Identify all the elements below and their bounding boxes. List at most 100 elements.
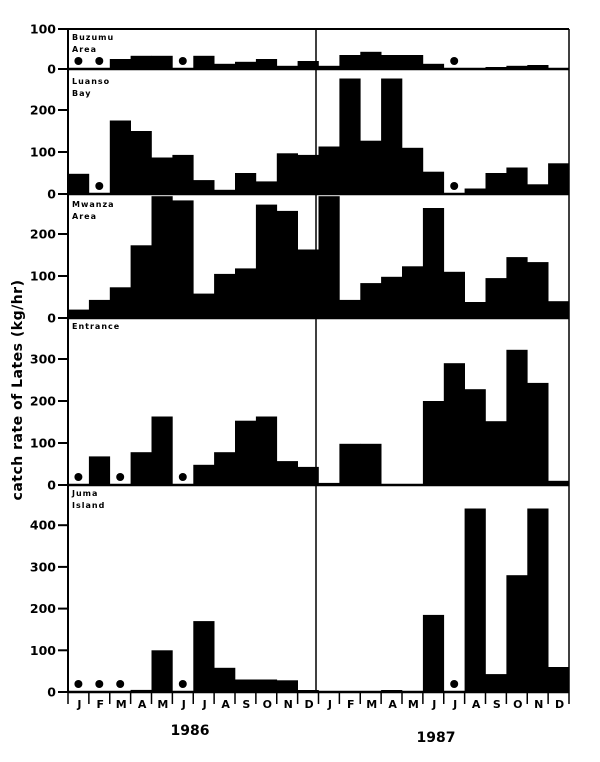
missing-data-asterisk bbox=[95, 680, 104, 688]
bar bbox=[276, 210, 298, 318]
x-tick-label: F bbox=[97, 698, 105, 711]
bar bbox=[339, 78, 361, 194]
y-tick-label: 300 bbox=[30, 559, 56, 574]
bar bbox=[255, 204, 278, 318]
bar bbox=[527, 382, 549, 485]
bar bbox=[339, 443, 361, 485]
y-tick-label: 200 bbox=[30, 601, 56, 616]
bar bbox=[464, 508, 486, 692]
bar bbox=[422, 63, 445, 69]
bar bbox=[297, 249, 319, 318]
bar bbox=[276, 680, 298, 692]
y-tick-label: 100 bbox=[30, 436, 56, 451]
x-tick-label: J bbox=[431, 698, 436, 711]
bar bbox=[527, 65, 549, 69]
bar bbox=[88, 299, 111, 318]
bar bbox=[485, 674, 507, 692]
bar bbox=[318, 65, 340, 69]
x-tick-label: S bbox=[242, 698, 250, 711]
bar bbox=[109, 287, 131, 318]
y-tick-label: 200 bbox=[30, 394, 56, 409]
x-tick-label: F bbox=[347, 698, 355, 711]
y-axis-label-text: catch rate of Lates (kg/hr) bbox=[10, 279, 26, 501]
y-tick-label: 0 bbox=[47, 62, 56, 77]
x-tick-label: D bbox=[555, 698, 564, 711]
bar bbox=[214, 273, 236, 318]
missing-data-asterisk bbox=[178, 680, 187, 688]
bar bbox=[422, 401, 445, 485]
missing-data-asterisk bbox=[178, 57, 187, 65]
bar bbox=[130, 452, 152, 485]
bar bbox=[255, 181, 278, 194]
bar bbox=[193, 55, 215, 69]
year-label-1987: 1987 bbox=[417, 730, 456, 746]
x-tick-label: M bbox=[116, 698, 127, 711]
panel-label: Area bbox=[72, 212, 97, 221]
bar bbox=[548, 301, 570, 318]
bar bbox=[381, 78, 403, 194]
bar bbox=[297, 466, 319, 485]
x-tick-label: S bbox=[493, 698, 501, 711]
bar bbox=[506, 349, 528, 485]
missing-data-asterisk bbox=[450, 57, 459, 65]
y-tick-label: 0 bbox=[47, 685, 56, 700]
bar bbox=[464, 389, 486, 485]
x-tick-label: A bbox=[221, 698, 230, 711]
bar bbox=[193, 464, 215, 485]
y-tick-label: 0 bbox=[47, 478, 56, 493]
bar bbox=[235, 268, 257, 318]
panel-label: Buzumu bbox=[72, 33, 114, 42]
bar bbox=[235, 420, 257, 485]
missing-data-asterisk bbox=[450, 680, 459, 688]
bar bbox=[297, 61, 319, 69]
bar bbox=[506, 167, 528, 194]
bar bbox=[360, 51, 382, 69]
bar bbox=[130, 245, 152, 318]
bar bbox=[485, 173, 507, 194]
y-tick-label: 100 bbox=[30, 269, 56, 284]
x-tick-label: D bbox=[305, 698, 314, 711]
bar bbox=[360, 283, 382, 318]
missing-data-asterisk bbox=[74, 680, 83, 688]
y-axis-label: catch rate of Lates (kg/hr) bbox=[3, 250, 33, 530]
missing-data-asterisk bbox=[74, 57, 83, 65]
bar bbox=[88, 456, 111, 485]
x-tick-label: J bbox=[327, 698, 332, 711]
y-tick-label: 300 bbox=[30, 352, 56, 367]
bar bbox=[235, 679, 257, 692]
bar bbox=[506, 65, 528, 69]
year-label-1986: 1986 bbox=[171, 723, 210, 739]
bar bbox=[464, 188, 486, 194]
x-tick-label: J bbox=[452, 698, 457, 711]
missing-data-asterisk bbox=[74, 473, 83, 481]
bar bbox=[276, 461, 298, 485]
panel-label: Bay bbox=[72, 89, 91, 98]
bar bbox=[151, 196, 173, 318]
bar bbox=[151, 416, 173, 485]
bar bbox=[130, 55, 152, 69]
bar bbox=[381, 55, 403, 69]
panel-label: Luanso bbox=[72, 77, 110, 86]
panel-label: Area bbox=[72, 45, 97, 54]
panel-label: Juma bbox=[71, 489, 98, 498]
y-tick-label: 100 bbox=[30, 22, 56, 37]
y-tick-label: 200 bbox=[30, 227, 56, 242]
missing-data-asterisk bbox=[95, 57, 104, 65]
bar bbox=[548, 163, 570, 194]
bar bbox=[360, 140, 382, 194]
bar bbox=[339, 55, 361, 69]
y-tick-label: 400 bbox=[30, 518, 56, 533]
bar bbox=[255, 679, 278, 692]
bar bbox=[276, 153, 298, 194]
bar bbox=[193, 621, 215, 692]
x-tick-label: O bbox=[263, 698, 272, 711]
bar bbox=[548, 667, 570, 692]
bar bbox=[443, 363, 465, 485]
bar bbox=[527, 262, 549, 318]
bar bbox=[506, 257, 528, 318]
bar bbox=[109, 120, 131, 194]
bar bbox=[527, 184, 549, 194]
missing-data-asterisk bbox=[116, 680, 125, 688]
x-tick-label: O bbox=[513, 698, 522, 711]
